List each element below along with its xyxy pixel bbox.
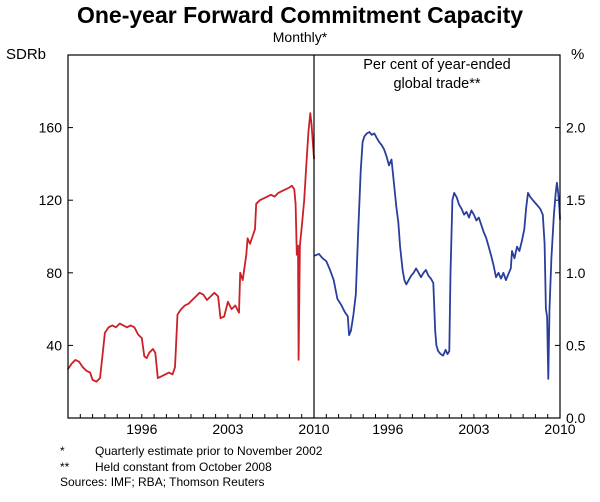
footnote-text: Held constant from October 2008 xyxy=(95,459,272,474)
y-tick-label-right: 0.0 xyxy=(566,410,586,426)
sources-line: Sources: IMF; RBA; Thomson Reuters xyxy=(60,475,265,489)
footnote-marker: * xyxy=(60,444,65,458)
footnote-text: Quarterly estimate prior to November 200… xyxy=(95,444,323,458)
x-tick-label: 2003 xyxy=(458,421,489,437)
y-tick-label-left: 40 xyxy=(46,337,62,353)
series-fcc-sdrb xyxy=(67,112,315,383)
y-tick-label-left: 120 xyxy=(39,192,63,208)
y-tick-label-right: 0.5 xyxy=(566,337,586,353)
x-tick-label: 2003 xyxy=(212,421,243,437)
x-tick-label: 2010 xyxy=(544,421,575,437)
x-tick-label: 1996 xyxy=(372,421,403,437)
footnote-marker: ** xyxy=(60,459,70,474)
y-tick-label-right: 1.0 xyxy=(566,265,586,281)
chart-title: One-year Forward Commitment Capacity xyxy=(76,2,524,28)
y-tick-label-right: 1.5 xyxy=(566,192,586,208)
right-panel-annotation: Per cent of year-ended global trade** xyxy=(363,57,511,92)
chart-subtitle: Monthly* xyxy=(272,29,328,45)
y-tick-label-right: 2.0 xyxy=(566,120,586,136)
footnotes: * Quarterly estimate prior to November 2… xyxy=(60,444,322,491)
footnote-row: * Quarterly estimate prior to November 2… xyxy=(60,444,322,460)
left-axis-unit-label: SDRb xyxy=(6,46,47,63)
right-axis-unit-label: % xyxy=(571,46,585,63)
footnote-row: ** Held constant from October 2008 xyxy=(60,460,322,476)
y-tick-label-left: 160 xyxy=(39,120,63,136)
x-tick-label: 1996 xyxy=(126,421,157,437)
series-fcc-share-of-trade xyxy=(314,131,561,380)
x-tick-label: 2010 xyxy=(298,421,329,437)
y-tick-label-left: 80 xyxy=(46,265,62,281)
